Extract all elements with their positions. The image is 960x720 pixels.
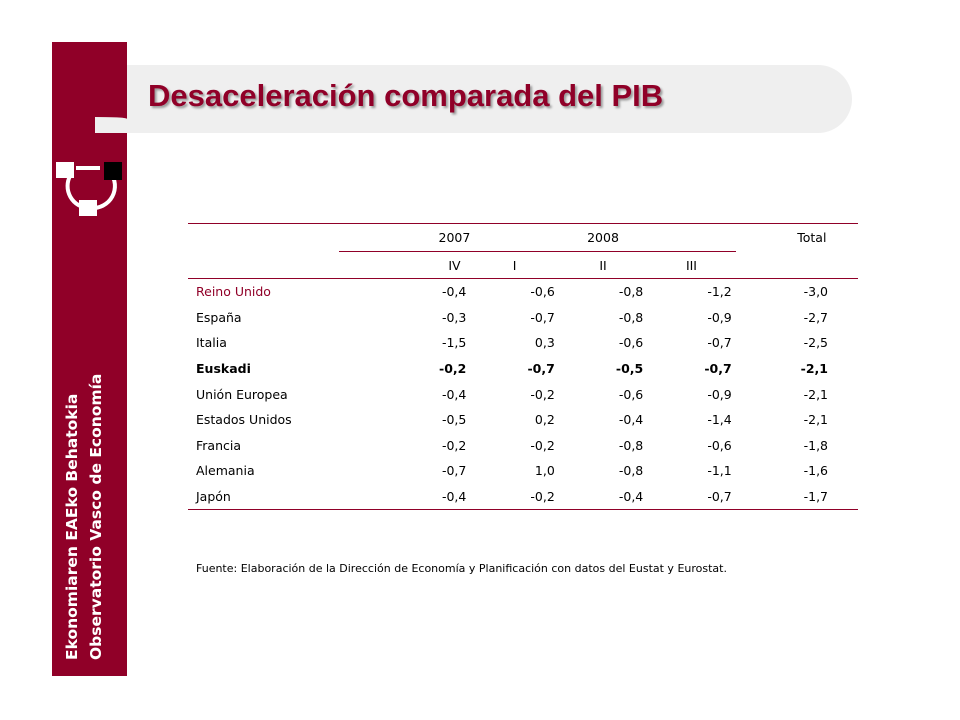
cell-value: -2,1 — [803, 412, 828, 428]
header-q-iv: IV — [448, 257, 461, 273]
cell-value: -2,1 — [803, 386, 828, 402]
row-label: Reino Unido — [196, 284, 271, 300]
cell-value: -0,9 — [707, 386, 732, 402]
row-label: España — [196, 309, 242, 325]
table-row: Estados Unidos -0,5 0,2 -0,4 -1,4 -2,1 — [188, 407, 858, 433]
source-note: Fuente: Elaboración de la Dirección de E… — [196, 562, 727, 575]
header-total: Total — [735, 223, 858, 252]
row-label: Estados Unidos — [196, 412, 292, 428]
cell-value: -0,6 — [618, 386, 644, 402]
cell-value: -0,5 — [615, 361, 644, 377]
header-2007: 2007 — [338, 223, 471, 252]
table-row: Italia -1,5 0,3 -0,6 -0,7 -2,5 — [188, 330, 858, 356]
table-header-years: 2007 2008 Total — [188, 223, 858, 252]
cell-value: -0,7 — [647, 483, 736, 511]
header-q-i: I — [512, 257, 517, 273]
header-band — [95, 65, 852, 133]
cell-value: -0,4 — [338, 483, 471, 511]
cell-value: -0,2 — [530, 437, 555, 453]
row-label: Euskadi — [196, 361, 251, 377]
cell-value: -3,0 — [803, 284, 828, 300]
logo-icon — [56, 162, 122, 216]
row-label: Italia — [196, 335, 227, 351]
cell-value: 1,0 — [534, 463, 555, 479]
cell-value: -1,8 — [803, 437, 828, 453]
cell-value: -0,7 — [527, 361, 555, 377]
row-label: Alemania — [196, 463, 255, 479]
header-q-iii: III — [685, 257, 697, 273]
page-title: Desaceleración comparada del PIB — [148, 78, 664, 113]
table-row: Japón -0,4 -0,2 -0,4 -0,7 -1,7 — [188, 483, 858, 511]
cell-value: -1,6 — [803, 463, 828, 479]
cell-value: -0,6 — [618, 335, 644, 351]
table-row: Alemania -0,7 1,0 -0,8 -1,1 -1,6 — [188, 458, 858, 484]
cell-value: -2,7 — [803, 309, 828, 325]
cell-value: -0,4 — [618, 412, 644, 428]
sidebar-line-spanish: Observatorio Vasco de Economía — [87, 373, 105, 660]
cell-value: -0,7 — [704, 361, 732, 377]
cell-value: -1,5 — [441, 335, 467, 351]
cell-value: -0,6 — [707, 437, 732, 453]
row-label: Unión Europea — [196, 386, 288, 402]
cell-value: -0,9 — [707, 309, 732, 325]
header-band-corner — [95, 65, 127, 119]
cell-value: 0,3 — [534, 335, 555, 351]
sidebar-observatory-label: Ekonomiaren EAEko Behatokia Observatorio… — [60, 60, 108, 660]
sidebar-band — [52, 42, 127, 676]
sidebar-line-basque: Ekonomiaren EAEko Behatokia — [63, 393, 81, 660]
cell-value: -2,5 — [803, 335, 828, 351]
cell-value: -0,4 — [441, 284, 467, 300]
cell-value: -1,2 — [707, 284, 732, 300]
table-header-quarters: IV I II III — [188, 252, 858, 279]
cell-value: -0,7 — [530, 309, 555, 325]
cell-value: -1,4 — [707, 412, 732, 428]
cell-value: -0,2 — [439, 361, 467, 377]
gdp-table: 2007 2008 Total IV I II III Reino Unido … — [188, 223, 858, 511]
cell-value: -0,4 — [558, 483, 648, 511]
cell-value: 0,2 — [534, 412, 555, 428]
cell-value: -2,1 — [800, 361, 828, 377]
cell-value: -0,3 — [441, 309, 467, 325]
cell-value: -0,2 — [470, 483, 559, 511]
table-row: Reino Unido -0,4 -0,6 -0,8 -1,2 -3,0 — [188, 278, 858, 305]
header-q-ii: II — [599, 257, 607, 273]
table-row: Unión Europea -0,4 -0,2 -0,6 -0,9 -2,1 — [188, 381, 858, 407]
cell-value: -0,8 — [618, 437, 644, 453]
table-row: Francia -0,2 -0,2 -0,8 -0,6 -1,8 — [188, 433, 858, 459]
table-row: Euskadi -0,2 -0,7 -0,5 -0,7 -2,1 — [188, 356, 858, 382]
cell-value: -1,1 — [707, 463, 732, 479]
cell-value: -1,7 — [735, 483, 858, 511]
cell-value: -0,8 — [618, 463, 644, 479]
row-label: Francia — [196, 437, 242, 453]
cell-value: -0,8 — [618, 309, 644, 325]
cell-value: -0,7 — [441, 463, 467, 479]
cell-value: -0,2 — [441, 437, 467, 453]
cell-value: -0,2 — [530, 386, 555, 402]
row-label: Japón — [188, 483, 339, 511]
cell-value: -0,7 — [707, 335, 732, 351]
cell-value: -0,6 — [530, 284, 555, 300]
cell-value: -0,4 — [441, 386, 467, 402]
header-2008: 2008 — [470, 223, 736, 252]
table-row: España -0,3 -0,7 -0,8 -0,9 -2,7 — [188, 305, 858, 331]
cell-value: -0,5 — [441, 412, 467, 428]
cell-value: -0,8 — [618, 284, 644, 300]
